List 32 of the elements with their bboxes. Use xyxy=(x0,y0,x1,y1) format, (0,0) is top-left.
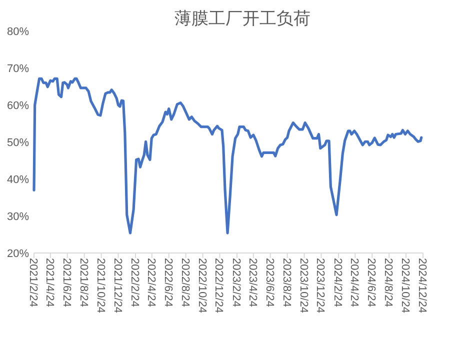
ytick: 50% xyxy=(6,137,29,149)
ytick: 60% xyxy=(6,100,29,112)
xtick: 2024/12/24 xyxy=(416,258,428,314)
xtick: 2021/12/24 xyxy=(111,258,124,314)
xtick: 2024/8/24 xyxy=(382,258,394,307)
xtick: 2022/8/24 xyxy=(178,258,191,307)
xtick: 2023/10/24 xyxy=(297,258,310,314)
xtick: 2023/6/24 xyxy=(263,258,276,307)
xtick: 2021/8/24 xyxy=(77,258,90,307)
xtick: 2022/10/24 xyxy=(196,258,208,314)
ytick: 20% xyxy=(6,248,29,260)
ytick: 30% xyxy=(6,211,29,223)
xtick: 2021/4/24 xyxy=(43,258,56,307)
xtick: 2022/2/24 xyxy=(128,258,140,307)
xtick: 2023/4/24 xyxy=(246,258,258,307)
xtick: 2021/10/24 xyxy=(94,258,106,314)
ytick: 70% xyxy=(6,63,29,75)
xtick: 2024/4/24 xyxy=(348,258,360,307)
xtick: 2024/6/24 xyxy=(365,258,378,307)
xtick: 2022/6/24 xyxy=(162,258,174,307)
ytick: 40% xyxy=(6,174,29,186)
xtick: 2022/4/24 xyxy=(144,258,157,307)
xtick: 2023/2/24 xyxy=(230,258,242,307)
xtick: 2021/6/24 xyxy=(60,258,72,307)
xtick: 2023/8/24 xyxy=(280,258,292,307)
title: 薄膜工厂开工负荷 xyxy=(174,9,310,28)
xtick: 2022/12/24 xyxy=(212,258,225,314)
xtick: 2024/2/24 xyxy=(331,258,344,307)
xtick: 2021/2/24 xyxy=(27,258,39,307)
ytick: 80% xyxy=(6,26,29,38)
xtick: 2023/12/24 xyxy=(314,258,326,314)
xtick: 2024/10/24 xyxy=(399,258,412,314)
